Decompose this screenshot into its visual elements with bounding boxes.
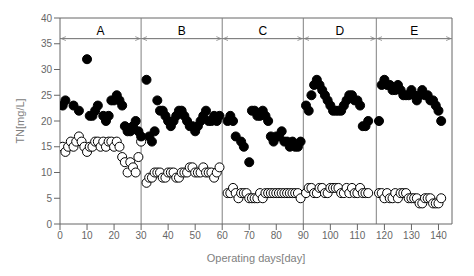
svg-text:25: 25 [41, 90, 53, 101]
svg-text:0: 0 [57, 230, 63, 241]
svg-text:100: 100 [322, 230, 339, 241]
svg-text:20: 20 [41, 116, 53, 127]
svg-text:80: 80 [271, 230, 283, 241]
svg-text:A: A [97, 24, 105, 38]
svg-text:15: 15 [41, 141, 53, 152]
svg-text:60: 60 [217, 230, 229, 241]
svg-text:10: 10 [81, 230, 93, 241]
svg-text:50: 50 [190, 230, 202, 241]
svg-text:30: 30 [136, 230, 148, 241]
svg-text:5: 5 [46, 193, 52, 204]
svg-text:40: 40 [163, 230, 175, 241]
svg-text:110: 110 [349, 230, 365, 241]
svg-text:140: 140 [430, 230, 447, 241]
svg-text:C: C [258, 24, 267, 38]
svg-text:E: E [410, 24, 418, 38]
svg-text:30: 30 [41, 64, 53, 75]
svg-text:20: 20 [109, 230, 121, 241]
svg-text:35: 35 [41, 38, 53, 49]
svg-text:70: 70 [244, 230, 256, 241]
svg-text:Operating days[day]: Operating days[day] [207, 252, 305, 264]
svg-text:130: 130 [403, 230, 420, 241]
svg-text:10: 10 [41, 167, 53, 178]
svg-text:B: B [178, 24, 186, 38]
svg-text:90: 90 [298, 230, 310, 241]
svg-text:120: 120 [376, 230, 393, 241]
svg-text:0: 0 [46, 219, 52, 230]
svg-text:40: 40 [41, 13, 53, 24]
svg-text:D: D [335, 24, 344, 38]
svg-text:TN[mg/L]: TN[mg/L] [14, 98, 26, 143]
